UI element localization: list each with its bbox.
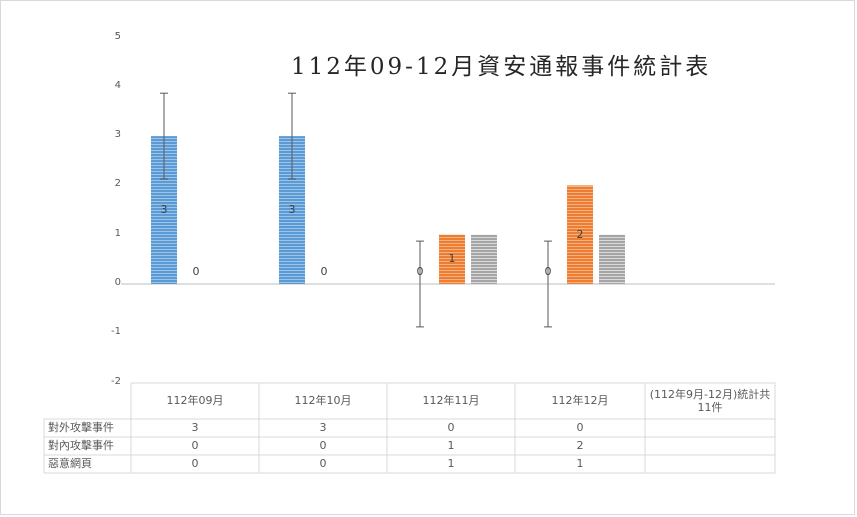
y-tick-label: 1 bbox=[114, 227, 121, 239]
chart-title: 112年09-12月資安通報事件統計表 bbox=[291, 54, 712, 80]
data-label: 3 bbox=[160, 203, 168, 217]
data-label: 0 bbox=[544, 265, 552, 278]
y-tick-label: -2 bbox=[111, 375, 121, 387]
y-tick-label: -1 bbox=[111, 326, 121, 338]
data-label: 0 bbox=[416, 265, 424, 278]
error-bar bbox=[288, 92, 296, 180]
table-header-cell: 112年10月 bbox=[294, 394, 352, 408]
table-value-cell: 3 bbox=[319, 421, 327, 435]
table-header-cell: 112年11月 bbox=[422, 394, 480, 408]
table-value-cell: 0 bbox=[191, 457, 199, 471]
bar-惡意網頁-112年12月[interactable] bbox=[599, 234, 625, 284]
error-bar bbox=[160, 92, 168, 180]
table-value-cell bbox=[645, 455, 775, 473]
y-tick-label: 4 bbox=[114, 79, 121, 91]
bar-對內攻擊事件-112年12月[interactable] bbox=[567, 185, 593, 284]
table-value-cell: 0 bbox=[319, 439, 327, 453]
data-label: 1 bbox=[448, 252, 456, 266]
table-row-label: 對外攻擊事件 bbox=[48, 421, 114, 435]
y-tick-label: 0 bbox=[114, 277, 121, 288]
error-bar bbox=[544, 240, 552, 328]
data-label: 0 bbox=[192, 265, 200, 278]
table-value-cell: 1 bbox=[576, 457, 584, 471]
table-header-cell: 112年09月 bbox=[166, 394, 224, 408]
table-value-cell: 1 bbox=[447, 457, 455, 471]
bar-惡意網頁-112年11月[interactable] bbox=[471, 234, 497, 284]
table-value-cell: 3 bbox=[191, 421, 199, 435]
table-row-label: 對內攻擊事件 bbox=[48, 439, 114, 453]
data-label: 0 bbox=[320, 265, 328, 278]
data-label: 3 bbox=[288, 203, 296, 217]
table-value-cell bbox=[645, 437, 775, 455]
table-value-cell: 0 bbox=[447, 421, 455, 435]
data-label: 2 bbox=[576, 227, 584, 241]
table-value-cell: 0 bbox=[576, 421, 584, 435]
y-tick-label: 3 bbox=[114, 129, 121, 141]
bar-對內攻擊事件-112年11月[interactable] bbox=[439, 234, 465, 284]
table-value-cell: 1 bbox=[447, 439, 455, 453]
y-tick-label: 5 bbox=[114, 30, 121, 42]
table-row-label: 惡意網頁 bbox=[48, 457, 92, 471]
y-tick-label: 2 bbox=[114, 178, 121, 190]
table-value-cell: 2 bbox=[576, 439, 584, 453]
error-bar bbox=[416, 240, 424, 328]
table-header-cell: 112年12月 bbox=[551, 394, 609, 408]
table-value-cell: 0 bbox=[191, 439, 199, 453]
table-value-cell: 0 bbox=[319, 457, 327, 471]
table-header-cell: (112年9月-12月)統計共11件 bbox=[649, 387, 771, 414]
table-value-cell bbox=[645, 419, 775, 437]
